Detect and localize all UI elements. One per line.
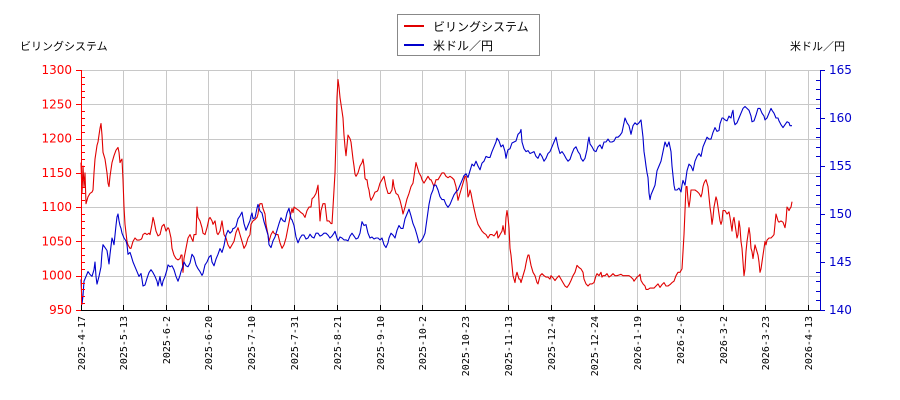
- right-axis-tick-label: 160: [829, 111, 852, 125]
- legend-swatch-blue: [404, 44, 424, 46]
- x-axis-tick-label: 2025-12-24: [590, 316, 601, 376]
- legend-label: 米ドル／円: [433, 38, 494, 53]
- left-axis-tick-label: 1100: [41, 200, 72, 214]
- x-axis-tick-label: 2025-10-23: [461, 316, 472, 376]
- right-axis-tick-label: 150: [829, 207, 852, 221]
- x-axis-tick-label: 2026-4-13: [804, 316, 815, 370]
- series-line-billing-system: [80, 79, 793, 290]
- x-axis-tick-label: 2025-11-13: [504, 316, 515, 376]
- left-axis-tick-label: 1000: [41, 269, 72, 283]
- x-axis-tick-label: 2025-10-2: [418, 316, 429, 370]
- left-axis-tick-label: 1150: [41, 166, 72, 180]
- left-axis-tick-label: 1050: [41, 234, 72, 248]
- x-axis-tick-label: 2025-9-10: [376, 316, 387, 370]
- left-axis-tick-label: 1250: [41, 97, 72, 111]
- x-axis-tick-label: 2025-7-31: [290, 316, 301, 370]
- right-axis-tick-label: 155: [829, 159, 852, 173]
- chart-legend: ビリングシステム 米ドル／円: [397, 14, 540, 56]
- left-axis-tick-label: 950: [49, 303, 72, 317]
- x-axis-tick-label: 2026-3-2: [719, 316, 730, 364]
- axes: 950 1000 1050 1100 1150 1200 1250 1300 140 145 150…: [41, 63, 851, 376]
- x-axis-tick-label: 2025-5-13: [119, 316, 130, 370]
- grid-lines: [81, 70, 820, 311]
- right-axis-title: 米ドル／円: [790, 40, 845, 53]
- left-axis-title: ビリングシステム: [20, 40, 108, 53]
- right-axis-tick-label: 165: [829, 63, 852, 77]
- x-axis-tick-label: 2025-6-20: [204, 316, 215, 370]
- x-axis-tick-label: 2025-7-10: [247, 316, 258, 370]
- x-axis-tick-label: 2025-4-17: [77, 316, 88, 370]
- legend-swatch-red: [404, 25, 424, 27]
- left-axis-tick-label: 1200: [41, 132, 72, 146]
- x-axis-tick-label: 2026-2-6: [676, 316, 687, 364]
- left-axis-tick-label: 1300: [41, 63, 72, 77]
- x-axis-tick-label: 2025-8-21: [333, 316, 344, 370]
- series-layer: [80, 79, 793, 305]
- x-axis-tick-label: 2025-6-2: [162, 316, 173, 364]
- legend-label: ビリングシステム: [433, 19, 529, 34]
- legend-item-usd-jpy: 米ドル／円: [404, 36, 493, 54]
- right-axis-tick-label: 140: [829, 303, 852, 317]
- legend-item-billing-system: ビリングシステム: [404, 17, 529, 35]
- x-axis-tick-label: 2026-1-19: [633, 316, 644, 370]
- right-axis-tick-label: 145: [829, 255, 852, 269]
- series-line-usd-jpy: [80, 105, 792, 305]
- x-axis-tick-label: 2026-3-23: [761, 316, 772, 370]
- x-axis-tick-label: 2025-12-4: [547, 316, 558, 370]
